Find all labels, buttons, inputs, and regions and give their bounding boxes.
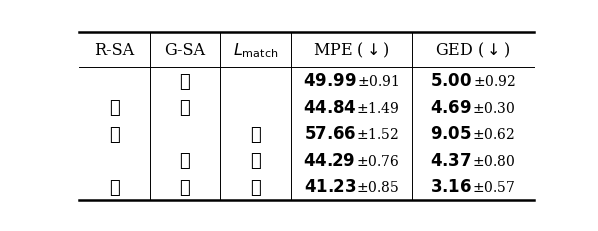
Text: ✓: ✓ xyxy=(250,125,261,143)
Text: ✓: ✓ xyxy=(109,99,120,117)
Text: $\mathbf{41.23}$: $\mathbf{41.23}$ xyxy=(304,179,356,195)
Text: $\pm$0.92: $\pm$0.92 xyxy=(472,74,515,89)
Text: ✓: ✓ xyxy=(179,178,190,196)
Text: $\pm$0.91: $\pm$0.91 xyxy=(357,74,399,89)
Text: ✓: ✓ xyxy=(250,152,261,170)
Text: $\pm$1.52: $\pm$1.52 xyxy=(356,127,399,142)
Text: $L_{\mathrm{match}}$: $L_{\mathrm{match}}$ xyxy=(233,41,278,60)
Text: $\mathbf{57.66}$: $\mathbf{57.66}$ xyxy=(304,126,356,143)
Text: ✓: ✓ xyxy=(179,72,190,90)
Text: ✓: ✓ xyxy=(179,99,190,117)
Text: $\pm$0.85: $\pm$0.85 xyxy=(356,179,399,195)
Text: ✓: ✓ xyxy=(250,178,261,196)
Text: $\pm$0.30: $\pm$0.30 xyxy=(472,100,515,115)
Text: GED ($\downarrow$): GED ($\downarrow$) xyxy=(435,41,511,60)
Text: $\pm$0.57: $\pm$0.57 xyxy=(472,179,515,195)
Text: $\mathbf{44.84}$: $\mathbf{44.84}$ xyxy=(303,99,356,116)
Text: $\mathbf{5.00}$: $\mathbf{5.00}$ xyxy=(431,73,472,90)
Text: $\mathbf{44.29}$: $\mathbf{44.29}$ xyxy=(303,152,356,169)
Text: $\mathbf{4.37}$: $\mathbf{4.37}$ xyxy=(431,152,472,169)
Text: ✓: ✓ xyxy=(179,152,190,170)
Text: $\pm$0.62: $\pm$0.62 xyxy=(472,127,515,142)
Text: $\mathbf{4.69}$: $\mathbf{4.69}$ xyxy=(430,99,472,116)
Text: ✓: ✓ xyxy=(109,178,120,196)
Text: $\pm$1.49: $\pm$1.49 xyxy=(356,100,400,115)
Text: MPE ($\downarrow$): MPE ($\downarrow$) xyxy=(313,41,390,60)
Text: $\mathbf{3.16}$: $\mathbf{3.16}$ xyxy=(430,179,472,195)
Text: $\pm$0.76: $\pm$0.76 xyxy=(356,153,399,168)
Text: R-SA: R-SA xyxy=(94,42,135,59)
Text: $\pm$0.80: $\pm$0.80 xyxy=(472,153,515,168)
Text: $\mathbf{9.05}$: $\mathbf{9.05}$ xyxy=(431,126,472,143)
Text: $\mathbf{49.99}$: $\mathbf{49.99}$ xyxy=(303,73,357,90)
Text: ✓: ✓ xyxy=(109,125,120,143)
Text: G-SA: G-SA xyxy=(164,42,206,59)
